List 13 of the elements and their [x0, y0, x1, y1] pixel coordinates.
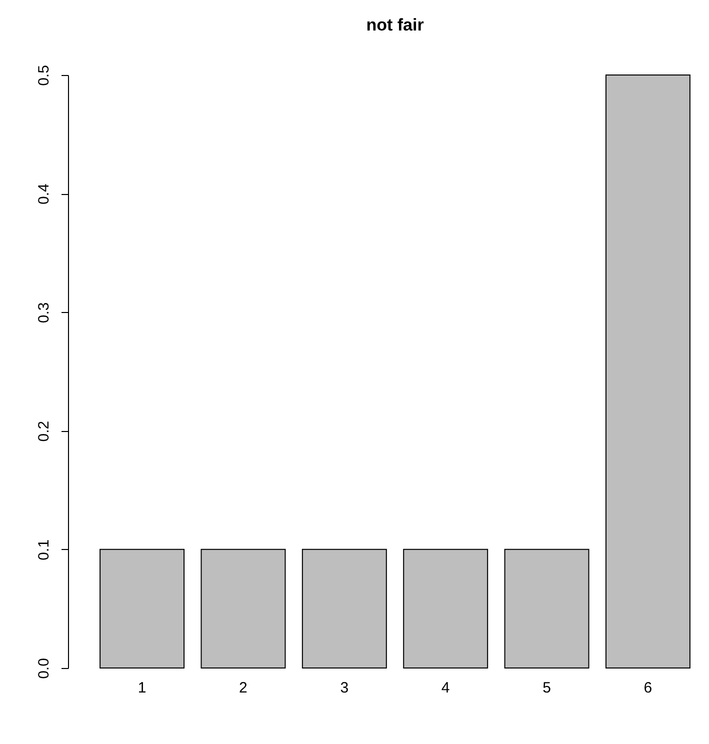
x-tick-label: 4: [441, 680, 450, 696]
y-tick-label: 0.2: [36, 420, 52, 442]
y-tick-label: 0.5: [36, 65, 52, 86]
y-tick-label: 0.4: [36, 184, 52, 205]
x-tick-label: 2: [239, 680, 248, 696]
y-tick-label: 0.3: [36, 302, 52, 324]
x-tick-label: 1: [138, 680, 146, 696]
y-tick-label: 0.1: [36, 539, 52, 560]
x-tick-label: 5: [542, 680, 551, 696]
x-tick-label: 6: [644, 680, 652, 696]
chart-title: not fair: [366, 16, 424, 35]
y-tick-label: 0.0: [36, 658, 52, 679]
x-tick-label: 3: [340, 680, 349, 696]
